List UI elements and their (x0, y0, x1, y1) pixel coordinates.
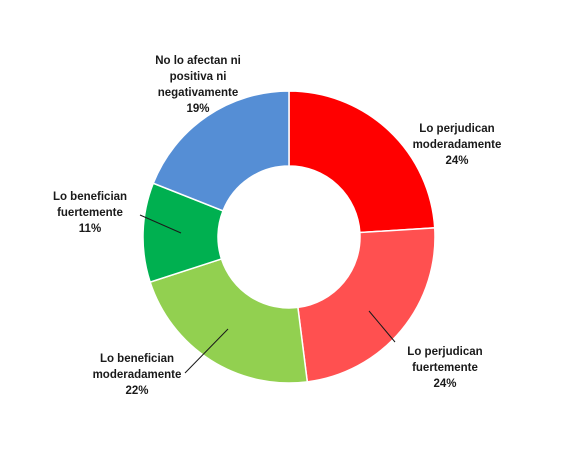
slice-category-label: positiva ni (170, 71, 227, 83)
slice-category-label: negativamente (158, 87, 239, 99)
slice-category-label: Lo benefician (53, 191, 127, 203)
slice-category-label: moderadamente (93, 369, 182, 381)
labels-group: Lo perjudican moderadamente 24%Lo perjudic… (53, 55, 501, 397)
data-label-lo-benefician-moderadamente: Lo benefician moderadamente 22% (93, 353, 182, 397)
slices-group (142, 90, 436, 384)
slice-category-label: No lo afectan ni (155, 55, 241, 67)
slice-category-label: fuertemente (412, 362, 478, 374)
data-label-lo-benefician-fuertemente: Lo benefician fuertemente 11% (53, 191, 127, 235)
slice-category-label: Lo benefician (100, 353, 174, 365)
slice-category-label: Lo perjudican (407, 346, 482, 358)
slice-category-label: moderadamente (413, 139, 502, 151)
leader-line-lo-benefician-fuertemente (139, 214, 182, 234)
leader-line-lo-perjudican-fuertemente (368, 310, 396, 343)
slice-value-label: 24% (445, 155, 468, 167)
slice-value-label: 22% (125, 385, 148, 397)
slice-category-label: fuertemente (57, 207, 123, 219)
slice-category-label: Lo perjudican (419, 123, 494, 135)
slice-lo-perjudican-fuertemente (297, 227, 436, 383)
data-label-lo-perjudican-fuertemente: Lo perjudican fuertemente 24% (407, 346, 482, 390)
slice-value-label: 24% (433, 378, 456, 390)
leader-line-lo-benefician-moderadamente (184, 328, 229, 374)
slice-no-lo-afectan-ni-positiva-ni-negativamente (152, 90, 290, 212)
slice-lo-perjudican-moderadamente (288, 90, 436, 234)
slice-value-label: 19% (186, 103, 209, 115)
data-label-no-lo-afectan-ni-positiva-ni-negativamente: No lo afectan ni positiva ni negativamente… (155, 55, 241, 115)
slice-lo-benefician-moderadamente (149, 257, 309, 384)
data-label-lo-perjudican-moderadamente: Lo perjudican moderadamente 24% (413, 123, 502, 167)
slice-value-label: 11% (79, 223, 101, 235)
